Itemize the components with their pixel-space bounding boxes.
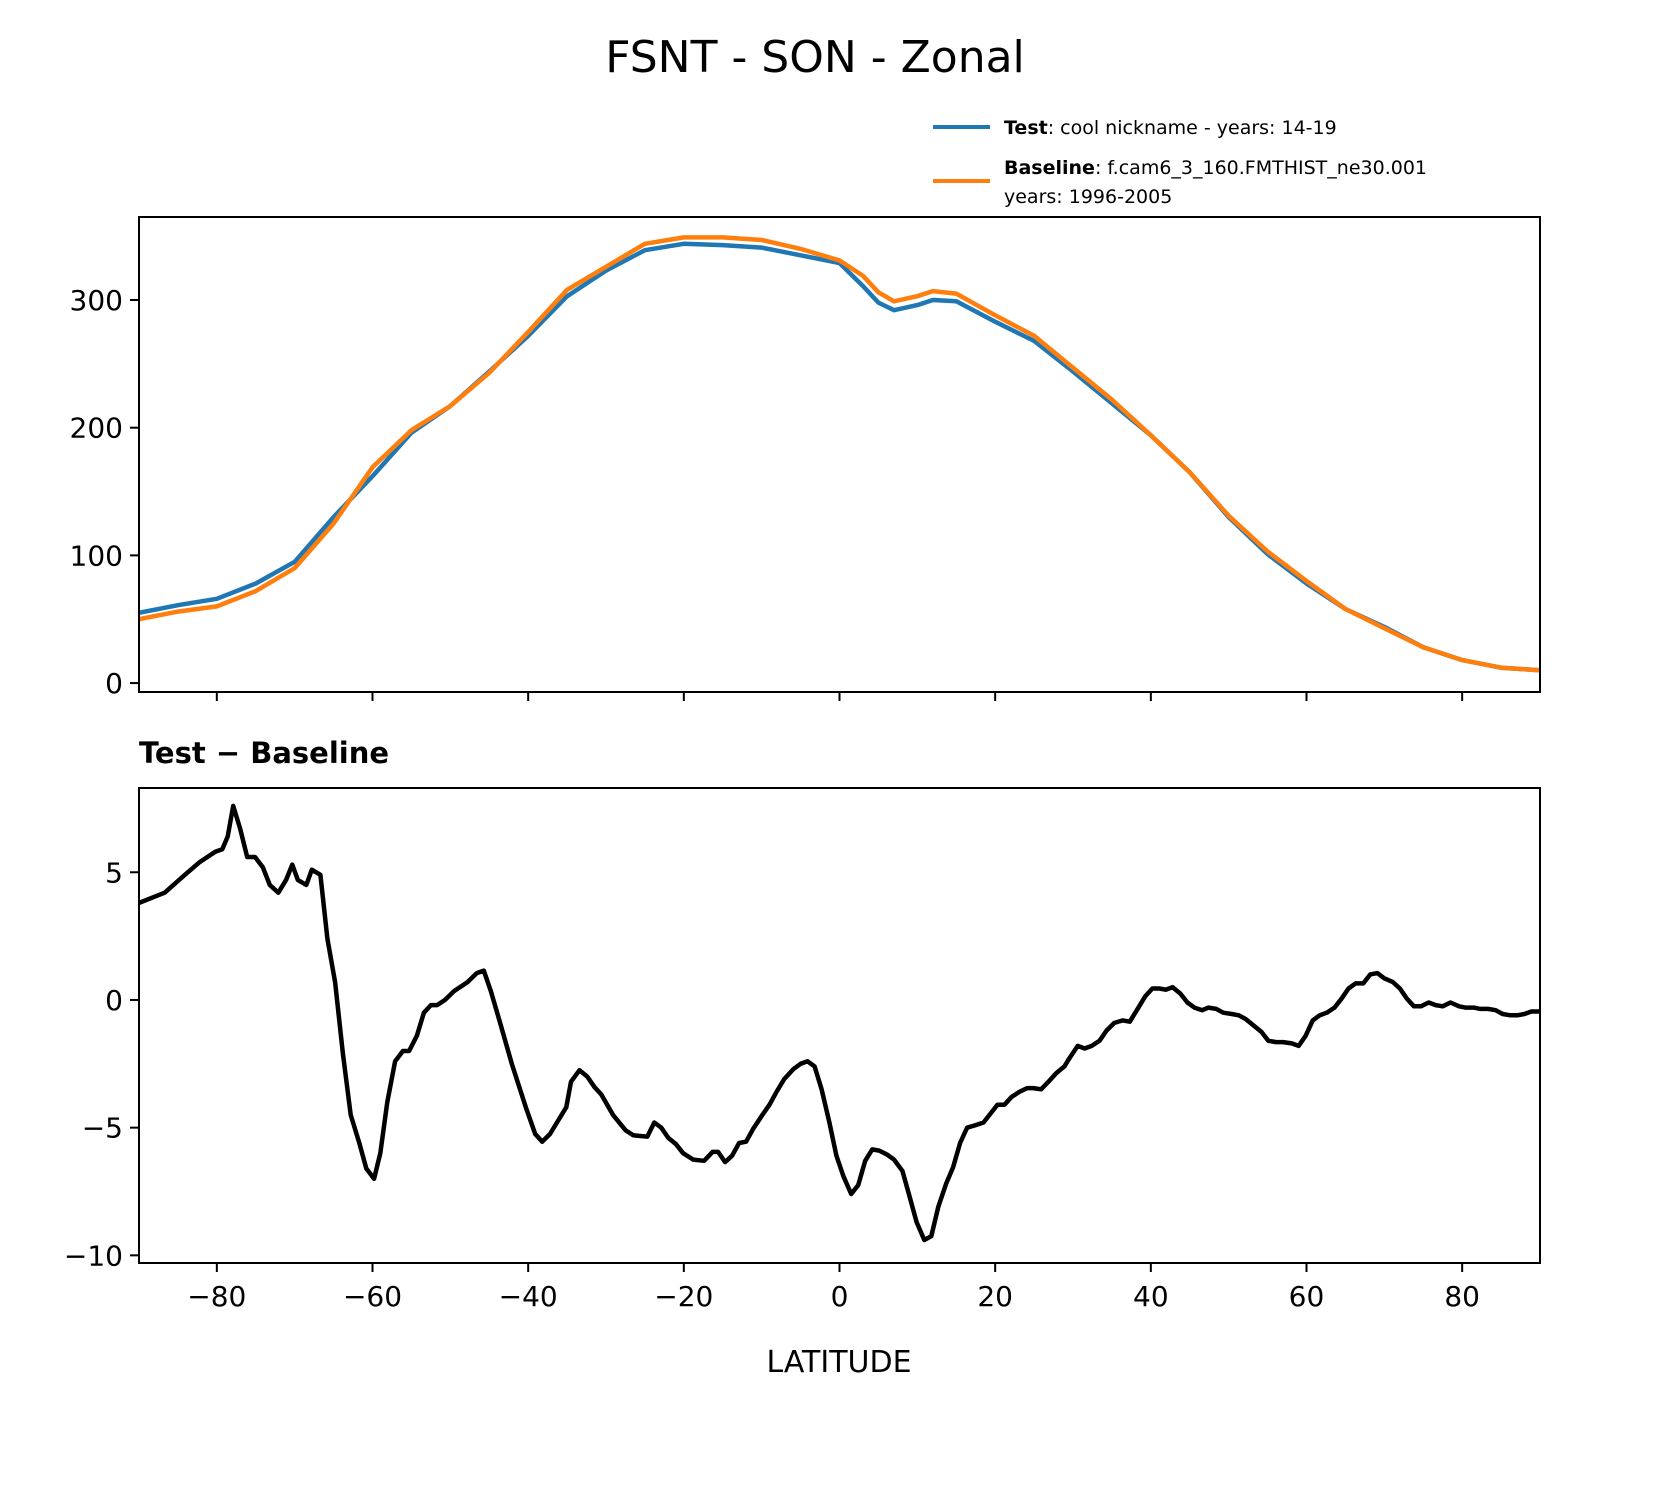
- x-tick-label: −60: [343, 1280, 402, 1313]
- top-axes: 0 100 200 300: [70, 216, 1541, 701]
- x-tick-label: 40: [1133, 1280, 1169, 1313]
- x-tick-label: 0: [831, 1280, 849, 1313]
- y-tick-label: −10: [64, 1239, 123, 1272]
- axes-frame: [138, 787, 1541, 1264]
- bottom-axes: −10 −5 0 5 −80 −60 −40 −20 0 20 40 60 80: [64, 787, 1541, 1313]
- x-tick-label: −40: [499, 1280, 558, 1313]
- series-line-test-baseline: [139, 803, 1540, 1243]
- diff-panel-title: Test − Baseline: [139, 736, 389, 770]
- x-tick-label: −20: [654, 1280, 713, 1313]
- x-tick-label: 20: [977, 1280, 1013, 1313]
- y-tick-label: 300: [70, 284, 123, 317]
- legend: Test: cool nickname - years: 14-19 Basel…: [933, 117, 1427, 208]
- series-line-baseline: [139, 235, 1540, 673]
- y-tick-label: 0: [105, 667, 123, 700]
- x-tick-label: 60: [1289, 1280, 1325, 1313]
- chart-title: FSNT - SON - Zonal: [605, 32, 1025, 83]
- x-axis-label: LATITUDE: [766, 1345, 911, 1380]
- y-tick-label: 200: [70, 412, 123, 445]
- legend-label-baseline-years: years: 1996-2005: [1004, 186, 1172, 208]
- axes-frame: [138, 216, 1541, 693]
- series-line-test: [139, 241, 1540, 673]
- y-tick-label: −5: [82, 1112, 123, 1145]
- y-tick-label: 5: [105, 856, 123, 889]
- x-tick-label: −80: [187, 1280, 246, 1313]
- y-tick-label: 100: [70, 539, 123, 572]
- legend-label-baseline: Baseline: f.cam6_3_160.FMTHIST_ne30.001: [1004, 157, 1427, 179]
- x-tick-label: 80: [1444, 1280, 1480, 1313]
- y-tick-label: 0: [105, 984, 123, 1017]
- legend-label-test: Test: cool nickname - years: 14-19: [1004, 117, 1337, 139]
